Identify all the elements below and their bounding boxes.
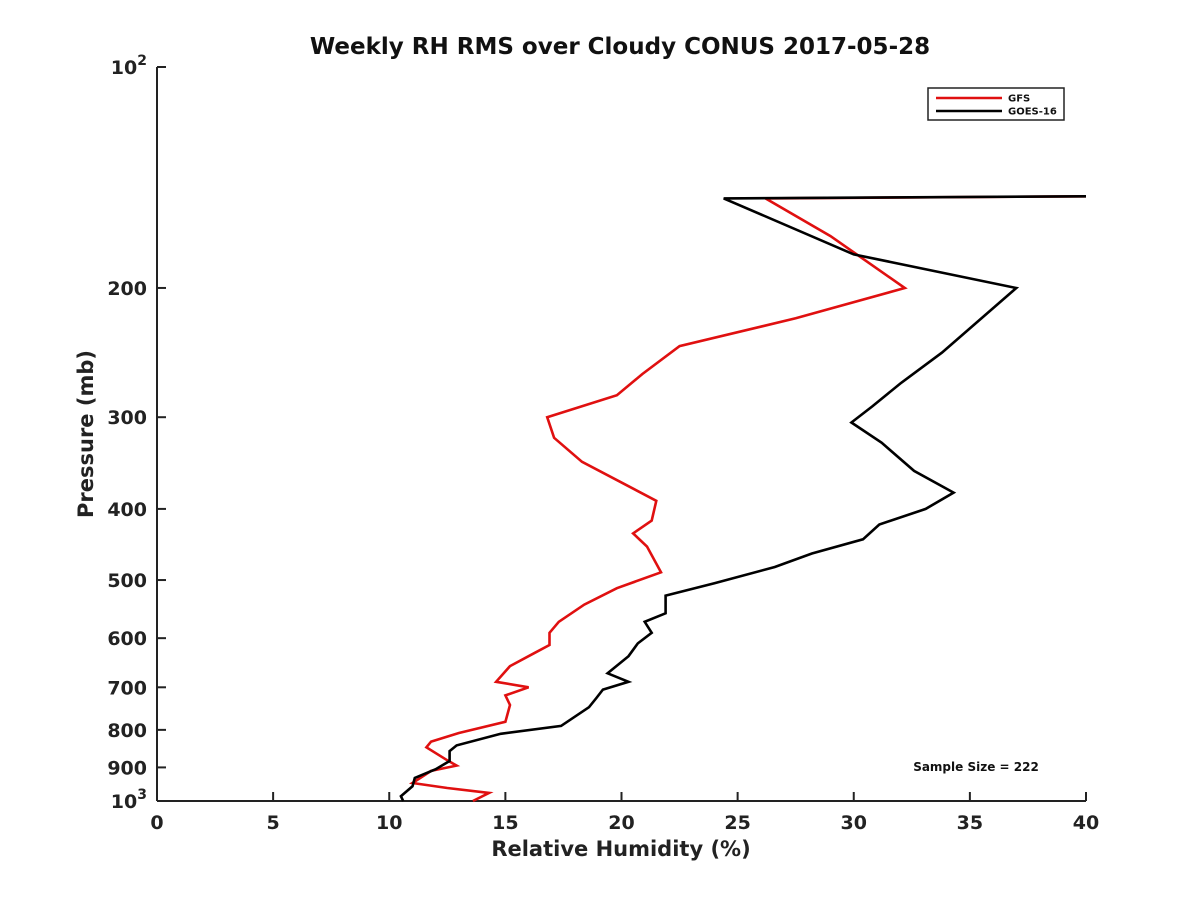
x-tick-label: 20 <box>608 812 634 834</box>
y-tick-label-exponent: 2 <box>137 53 147 69</box>
y-tick-label: 400 <box>107 499 147 521</box>
sample-size-annotation: Sample Size = 222 <box>913 760 1039 774</box>
y-tick-label-base: 200 <box>107 278 147 300</box>
y-tick-label: 300 <box>107 407 147 429</box>
legend-label: GFS <box>1008 94 1030 105</box>
y-tick-label-exponent: 3 <box>137 787 147 803</box>
x-tick-label: 35 <box>957 812 983 834</box>
legend-items: GFS GOES-16 <box>936 94 1057 118</box>
x-tick-label: 0 <box>150 812 163 834</box>
x-ticks: 0 5 10 15 20 25 30 35 40 <box>150 792 1099 834</box>
x-tick-label: 10 <box>376 812 402 834</box>
y-axis-title: Pressure (mb) <box>74 350 98 518</box>
y-tick-label-base: 300 <box>107 407 147 429</box>
y-tick-label-base: 900 <box>107 757 147 779</box>
x-axis-title: Relative Humidity (%) <box>491 837 750 861</box>
y-tick-label-base: 800 <box>107 720 147 742</box>
series-line-goes-16 <box>399 195 1087 802</box>
legend-box <box>927 87 1065 121</box>
legend: GFS GOES-16 <box>927 87 1065 121</box>
y-tick-label-base: 500 <box>107 570 147 592</box>
y-tick-label: 700 <box>107 677 147 699</box>
x-tick-label: 25 <box>724 812 750 834</box>
y-tick-label-base: 600 <box>107 628 147 650</box>
y-tick-label: 200 <box>107 278 147 300</box>
y-tick-label: 102 <box>111 53 147 79</box>
y-tick-label-base: 700 <box>107 677 147 699</box>
y-tick-label-base: 400 <box>107 499 147 521</box>
y-tick-label-base: 10 <box>111 57 137 79</box>
x-tick-label: 5 <box>267 812 280 834</box>
y-tick-label: 600 <box>107 628 147 650</box>
y-tick-label: 800 <box>107 720 147 742</box>
y-tick-label-base: 10 <box>111 791 137 813</box>
x-tick-label: 40 <box>1073 812 1099 834</box>
series-line-gfs <box>408 195 1087 803</box>
legend-label: GOES-16 <box>1008 107 1057 118</box>
plot-area: 0 5 10 15 20 25 30 35 40 10220030040050060070080… <box>107 53 1099 834</box>
y-tick-label: 103 <box>111 787 147 813</box>
series-lines <box>399 195 1087 803</box>
x-tick-label: 30 <box>841 812 867 834</box>
chart-title: Weekly RH RMS over Cloudy CONUS 2017-05-… <box>310 34 930 60</box>
y-tick-label: 500 <box>107 570 147 592</box>
x-tick-label: 15 <box>492 812 518 834</box>
y-tick-label: 900 <box>107 757 147 779</box>
